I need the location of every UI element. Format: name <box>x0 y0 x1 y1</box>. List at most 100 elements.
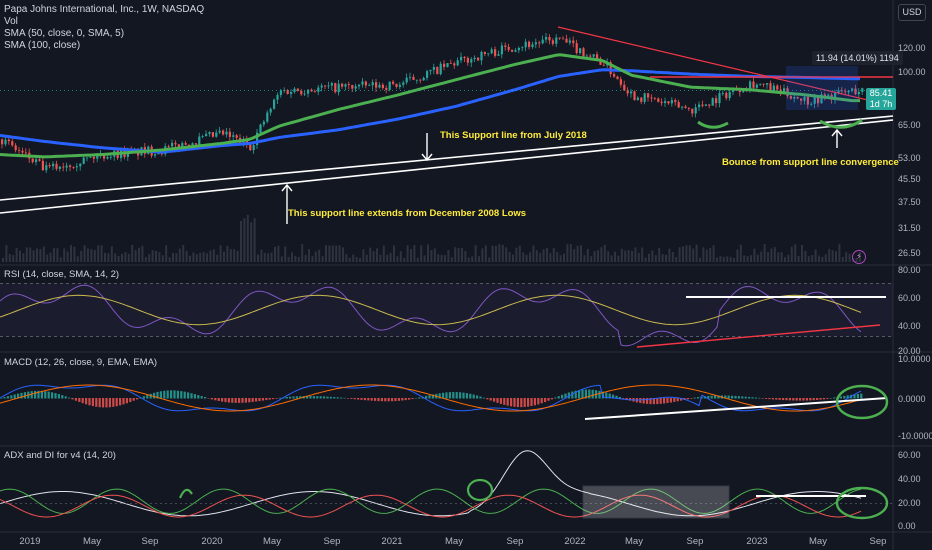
volume-bar <box>124 252 127 262</box>
macd-histogram-bar <box>408 398 411 400</box>
candle-body <box>851 88 854 91</box>
macd-histogram-bar <box>244 398 247 403</box>
support-line-2008 <box>0 115 894 201</box>
macd-histogram-bar <box>88 398 91 406</box>
candle-body <box>636 97 639 100</box>
macd-histogram-bar <box>68 397 71 399</box>
macd-histogram-bar <box>414 397 417 399</box>
sma50-legend[interactable]: SMA (50, close, 0, SMA, 5) <box>4 28 125 39</box>
macd-histogram-bar <box>367 398 370 401</box>
rsi-tick: 20.00 <box>898 346 921 356</box>
volume-bar <box>321 256 324 262</box>
x-axis-label: 2021 <box>381 536 403 547</box>
x-axis-label: May <box>445 536 463 547</box>
macd-histogram-bar <box>646 398 649 404</box>
candle-body <box>354 86 357 89</box>
candle-body <box>75 166 78 168</box>
volume-bar <box>699 257 701 262</box>
candle-body <box>334 83 337 93</box>
candle-body <box>626 90 629 94</box>
candle-body <box>317 87 320 92</box>
volume-bar <box>76 256 79 262</box>
macd-histogram-bar <box>452 392 455 399</box>
macd-histogram-bar <box>323 396 326 399</box>
macd-histogram-bar <box>265 398 268 401</box>
candle-body <box>18 150 21 151</box>
volume-bar <box>491 245 494 262</box>
volume-bar <box>818 255 820 262</box>
volume-bar <box>396 256 399 262</box>
candle-body <box>208 132 211 134</box>
volume-bar <box>253 218 256 262</box>
macd-histogram-bar <box>180 391 183 399</box>
candle-body <box>630 91 633 94</box>
volume-bar <box>19 250 21 262</box>
macd-histogram-bar <box>652 398 655 405</box>
candle-body <box>344 84 347 87</box>
volume-bar <box>586 248 589 262</box>
volume-bar <box>532 245 535 262</box>
macd-histogram-bar <box>3 397 6 399</box>
macd-histogram-bar <box>316 396 319 399</box>
candle-body <box>184 143 187 145</box>
macd-histogram-bar <box>289 396 292 399</box>
currency-button[interactable]: USD <box>898 4 926 21</box>
candle-body <box>62 166 65 168</box>
candle-body <box>181 143 184 149</box>
volume-bar <box>178 248 181 262</box>
macd-title[interactable]: MACD (12, 26, close, 9, EMA, EMA) <box>4 357 158 368</box>
macd-histogram-bar <box>329 396 332 399</box>
volume-bar <box>134 250 137 262</box>
rsi-title[interactable]: RSI (14, close, SMA, 14, 2) <box>4 269 120 280</box>
volume-bar <box>733 257 735 262</box>
volume-bar <box>270 252 273 262</box>
volume-bar <box>692 248 695 262</box>
highlight-arc <box>697 120 729 129</box>
volume-bar <box>97 245 100 262</box>
macd-histogram-bar <box>588 389 591 399</box>
macd-histogram-bar <box>486 398 489 400</box>
candle-body <box>657 98 660 102</box>
volume-bar <box>49 252 52 262</box>
candle-body <box>653 97 656 99</box>
macd-histogram-bar <box>30 391 33 399</box>
candle-body <box>817 96 820 104</box>
candle-body <box>327 85 330 87</box>
candle-body <box>531 44 534 48</box>
macd-histogram-bar <box>666 398 669 404</box>
candle-body <box>755 84 758 88</box>
candle-body <box>293 88 296 93</box>
volume-bar <box>36 248 38 262</box>
volume-bar <box>661 253 664 262</box>
sma100-legend[interactable]: SMA (100, close) <box>4 40 81 51</box>
macd-histogram-bar <box>741 396 744 399</box>
volume-bar <box>70 245 72 262</box>
volume-bar <box>845 252 848 262</box>
highlight-box <box>582 485 730 519</box>
lightning-icon[interactable]: ⚡ <box>852 250 866 264</box>
candle-body <box>103 153 106 159</box>
volume-bar <box>233 249 236 262</box>
macd-histogram-bar <box>85 398 88 405</box>
volume-bar <box>90 248 93 262</box>
volume-bar <box>423 255 426 262</box>
macd-histogram-bar <box>81 398 84 404</box>
adx-title[interactable]: ADX and DI for v4 (14, 20) <box>4 450 116 461</box>
macd-histogram-bar <box>792 398 795 401</box>
macd-histogram-bar <box>343 397 346 399</box>
volume-bar <box>651 250 654 262</box>
volume-bar <box>199 252 202 262</box>
candle-body <box>371 82 374 86</box>
macd-histogram-bar <box>57 394 60 399</box>
volume-bar <box>5 245 8 262</box>
candle-body <box>796 97 799 99</box>
candle-body <box>235 135 238 138</box>
macd-histogram-bar <box>353 398 356 400</box>
macd-histogram-bar <box>605 392 608 399</box>
macd-histogram-bar <box>275 398 278 399</box>
macd-histogram-bar <box>459 392 462 399</box>
candle-body <box>541 39 544 44</box>
candle-body <box>405 77 408 83</box>
candle-body <box>800 98 803 101</box>
